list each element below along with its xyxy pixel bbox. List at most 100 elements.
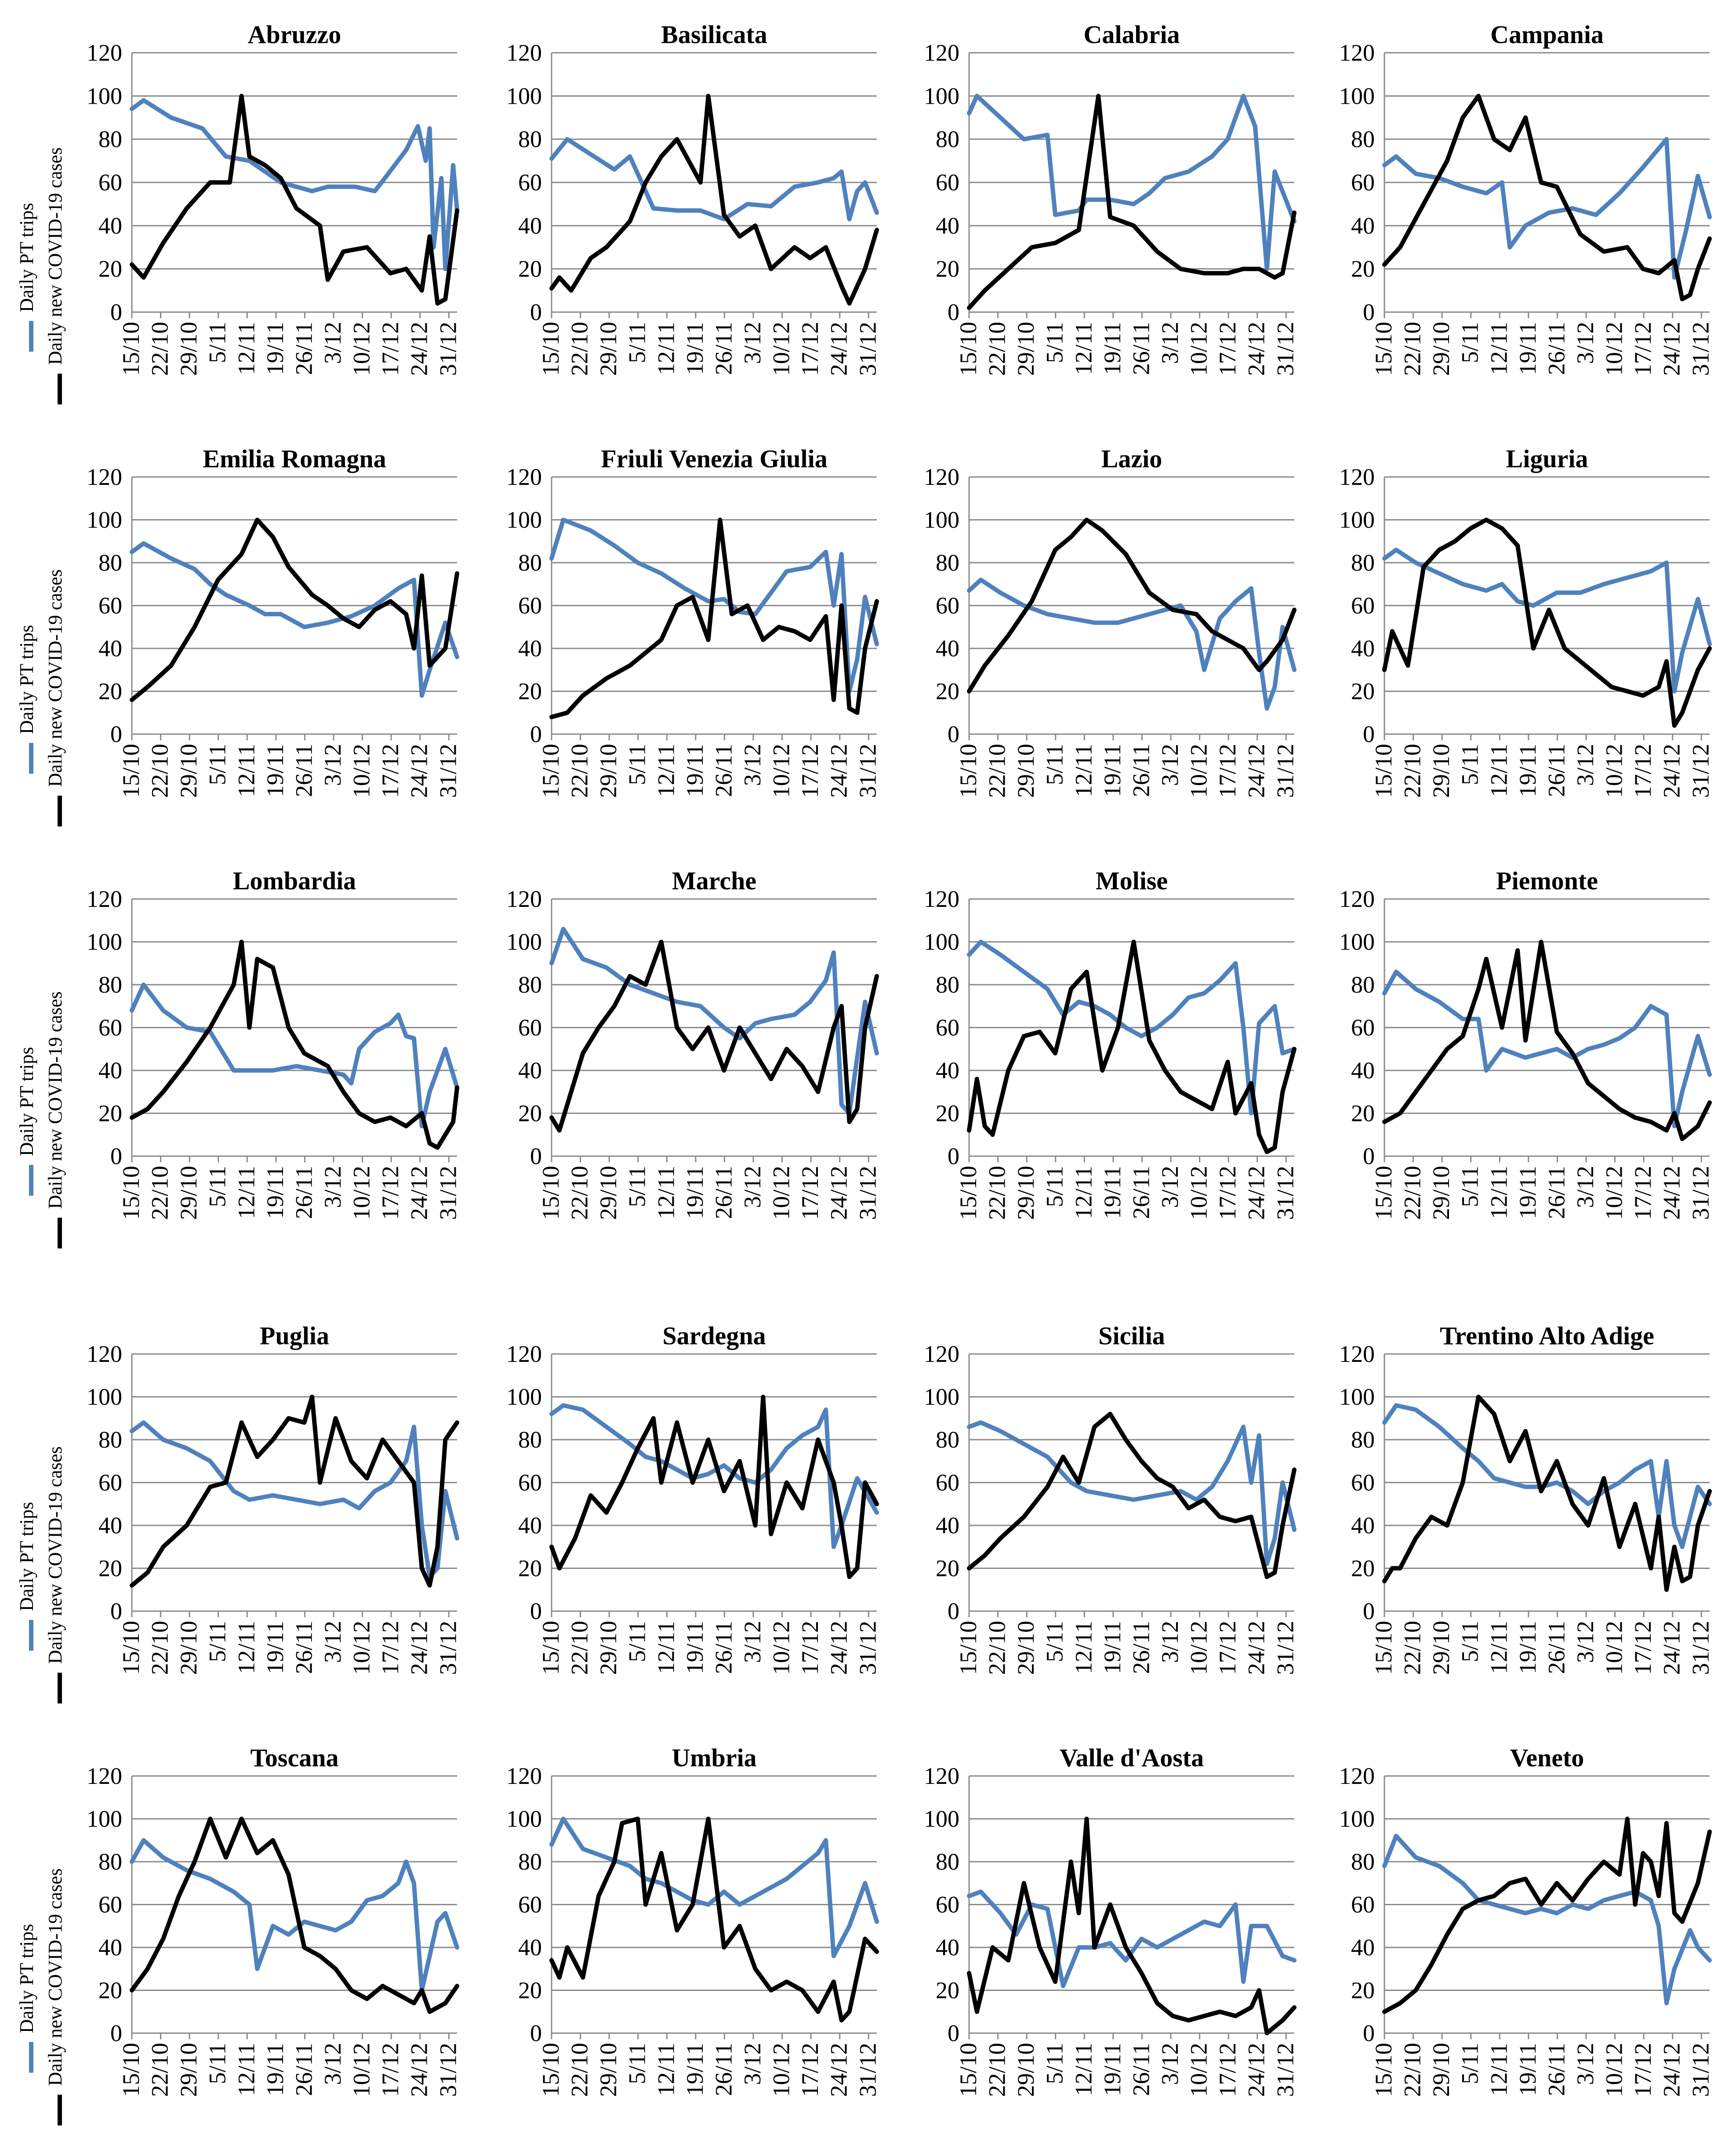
y-tick-label: 20	[518, 1100, 542, 1127]
x-tick-label: 31/12	[435, 322, 461, 376]
y-tick-label: 40	[518, 1512, 542, 1539]
y-tick-label: 60	[1351, 1892, 1375, 1918]
y-tick-label: 40	[936, 212, 959, 239]
x-tick-label: 15/10	[118, 744, 144, 798]
panel-title: Marche	[672, 866, 756, 895]
panel-title: Molise	[1096, 866, 1168, 895]
x-tick-label: 15/10	[955, 1166, 981, 1220]
x-tick-label: 10/12	[768, 2043, 795, 2097]
x-tick-label: 15/10	[538, 322, 564, 376]
x-tick-label: 26/11	[710, 2043, 737, 2096]
y-tick-label: 100	[1339, 507, 1375, 533]
x-tick-label: 29/10	[1013, 744, 1039, 798]
legend: Daily PT trips Daily new COVID-19 cases	[16, 569, 66, 826]
y-tick-label: 60	[98, 169, 122, 196]
x-tick-label: 22/10	[567, 744, 593, 798]
x-tick-label: 12/11	[1485, 744, 1512, 797]
y-tick-label: 20	[936, 1100, 959, 1127]
covid-cases-line	[130, 1394, 459, 1588]
y-tick-label: 80	[98, 1426, 122, 1453]
y-tick-label: 60	[518, 1892, 542, 1918]
x-tick-label: 29/10	[595, 1621, 621, 1675]
y-tick-label: 60	[936, 169, 959, 196]
x-tick-label: 22/10	[1399, 1621, 1426, 1675]
covid-cases-line	[1382, 1816, 1712, 2014]
y-tick-label: 0	[948, 1143, 959, 1169]
covid-cases-line	[967, 94, 1297, 310]
y-tick-label: 20	[936, 1555, 959, 1582]
pt-trips-line	[967, 1889, 1297, 1988]
x-tick-label: 31/12	[854, 1166, 881, 1220]
y-tick-label: 80	[1351, 126, 1375, 153]
panel-title: Calabria	[1083, 20, 1180, 49]
x-tick-label: 17/12	[1214, 744, 1241, 798]
y-tick-label: 0	[948, 2020, 959, 2046]
panel-title: Toscana	[251, 1743, 339, 1772]
x-tick-label: 26/11	[710, 1621, 737, 1674]
covid-cases-line	[130, 94, 459, 306]
y-tick-label: 100	[506, 1384, 542, 1410]
x-tick-label: 22/10	[567, 2043, 593, 2097]
x-tick-label: 5/11	[624, 2043, 650, 2084]
panel-piemonte: Piemonte 0 20 40 60 80 100 120 15/10 22/10 29/10 5/…	[1339, 866, 1714, 1220]
x-tick-label: 29/10	[175, 1621, 202, 1675]
y-tick-label: 20	[936, 256, 959, 282]
x-tick-label: 19/11	[262, 1166, 288, 1219]
x-tick-label: 26/11	[710, 744, 737, 797]
x-tick-label: 17/12	[377, 2043, 403, 2097]
x-tick-label: 10/12	[768, 1621, 795, 1675]
pt-trips-line	[1382, 547, 1712, 694]
panel-campania: Campania 0 20 40 60 80 100 120 15/10 22/10 29/10 5/…	[1339, 20, 1714, 376]
x-tick-label: 10/12	[1186, 1621, 1212, 1675]
y-tick-label: 120	[924, 886, 959, 912]
x-tick-label: 31/12	[1272, 2043, 1298, 2097]
y-tick-label: 100	[924, 1806, 959, 1832]
y-tick-label: 100	[924, 929, 959, 955]
x-tick-label: 19/11	[262, 1621, 288, 1674]
pt-trips-line	[130, 983, 459, 1128]
x-tick-label: 10/12	[1186, 2043, 1212, 2097]
x-tick-label: 22/10	[147, 2043, 173, 2097]
x-tick-label: 22/10	[984, 1166, 1010, 1220]
x-tick-label: 12/11	[233, 2043, 259, 2096]
covid-cases-line	[130, 939, 459, 1150]
y-tick-label: 60	[1351, 1015, 1375, 1041]
y-tick-label: 100	[506, 83, 542, 109]
y-tick-label: 40	[518, 1934, 542, 1961]
y-tick-label: 60	[1351, 1470, 1375, 1496]
x-tick-label: 19/11	[1514, 322, 1541, 375]
y-tick-label: 120	[1339, 40, 1375, 66]
legend-pt-label: Daily PT trips	[16, 1502, 37, 1611]
x-tick-label: 29/10	[175, 322, 202, 376]
x-tick-label: 15/10	[538, 744, 564, 798]
legend-pt-label: Daily PT trips	[16, 625, 37, 734]
x-tick-label: 5/11	[1042, 2043, 1068, 2084]
x-tick-label: 19/11	[1099, 1621, 1126, 1674]
y-tick-label: 100	[1339, 929, 1375, 955]
panel-title: Lombardia	[233, 866, 356, 895]
x-tick-label: 24/12	[1659, 322, 1685, 376]
x-tick-label: 10/12	[349, 2043, 375, 2097]
y-tick-label: 0	[530, 2020, 542, 2046]
x-tick-label: 24/12	[406, 1166, 432, 1220]
y-tick-label: 0	[1363, 2020, 1375, 2046]
x-tick-label: 17/12	[797, 1166, 823, 1220]
x-tick-label: 15/10	[1370, 2043, 1397, 2097]
y-tick-label: 40	[1351, 1934, 1375, 1961]
x-tick-label: 26/11	[291, 1621, 317, 1674]
y-tick-label: 60	[518, 1470, 542, 1496]
y-tick-label: 20	[98, 256, 122, 282]
panel-title: Basilicata	[661, 20, 767, 49]
y-tick-label: 100	[924, 1384, 959, 1410]
y-tick-label: 60	[936, 1892, 959, 1918]
pt-trips-line	[130, 1838, 459, 1993]
x-tick-label: 17/12	[1214, 1166, 1241, 1220]
y-tick-label: 40	[98, 212, 122, 239]
x-tick-label: 24/12	[826, 322, 852, 376]
legend: Daily PT trips Daily new COVID-19 cases	[16, 991, 66, 1248]
x-tick-label: 5/11	[624, 322, 650, 363]
x-tick-label: 5/11	[204, 1166, 231, 1207]
x-tick-label: 17/12	[1630, 744, 1656, 798]
x-tick-label: 17/12	[377, 1621, 403, 1675]
y-tick-label: 60	[1351, 169, 1375, 196]
